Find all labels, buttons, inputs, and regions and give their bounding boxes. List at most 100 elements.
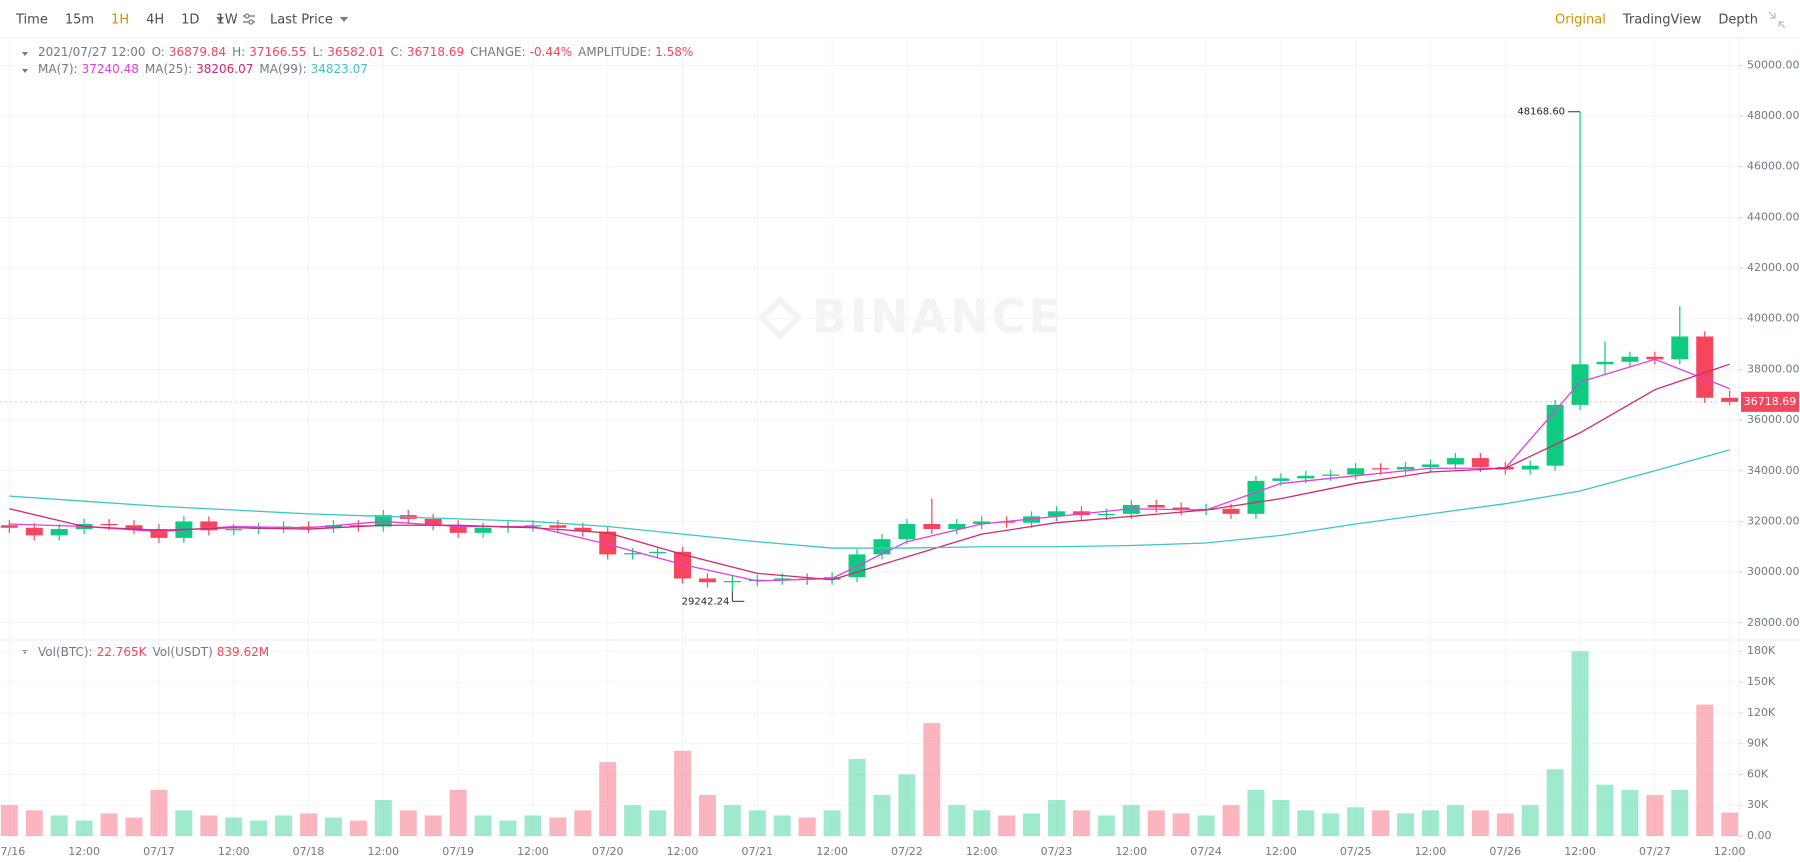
volume-legend: Vol(BTC): 22.765K Vol(USDT) 839.62M: [38, 645, 269, 659]
x-tick-label: 12:00: [667, 845, 699, 858]
candle-body: [1621, 356, 1639, 362]
y-tick-label: 46000.00: [1747, 160, 1800, 173]
candle-body: [1372, 468, 1390, 470]
candle-body: [948, 523, 966, 530]
legend-value: 839.62M: [217, 645, 269, 659]
volume-bar: [175, 810, 193, 836]
legend-value: 22.765K: [97, 645, 148, 659]
view-button[interactable]: TradingView: [1622, 13, 1702, 28]
interval-button[interactable]: 15m: [65, 13, 94, 28]
volume-bar: [1696, 704, 1714, 836]
collapse-icon[interactable]: [1768, 11, 1786, 29]
settings-icon[interactable]: [243, 13, 255, 25]
volume-bar: [1496, 813, 1514, 836]
x-tick-label: 12:00: [1415, 845, 1447, 858]
candle-body: [1471, 458, 1489, 467]
volume-bar: [649, 810, 667, 836]
view-button[interactable]: Original: [1555, 13, 1606, 28]
y-tick-label: 36000.00: [1747, 413, 1800, 426]
volume-bar: [374, 800, 392, 836]
volume-bar: [349, 820, 367, 836]
volume-bar: [1521, 805, 1539, 836]
legend-label: Vol(BTC):: [38, 645, 93, 659]
interval-button[interactable]: 1H: [111, 13, 129, 28]
candle-body: [474, 527, 492, 533]
last-price-tag: [1741, 391, 1799, 412]
y-tick-label: 44000.00: [1747, 210, 1800, 223]
candle-body: [698, 578, 716, 583]
view-button[interactable]: Depth: [1718, 13, 1758, 28]
candle-body: [599, 531, 617, 555]
x-tick-label: 07/17: [143, 845, 175, 858]
volume-bar: [1621, 789, 1639, 836]
x-tick-label: 12:00: [1265, 845, 1297, 858]
candle-body: [225, 529, 243, 531]
candle-body: [1222, 508, 1240, 514]
interval-button[interactable]: 1D: [181, 13, 199, 28]
candle-body: [1322, 474, 1340, 476]
volume-bar: [549, 817, 567, 836]
candle-body: [0, 525, 18, 528]
volume-bar: [1671, 789, 1689, 836]
ma-legend: MA(7): 37240.48 MA(25): 38206.07 MA(99): 3482…: [38, 62, 368, 76]
volume-bar: [1646, 794, 1664, 836]
candle-body: [1247, 480, 1265, 514]
candle-body: [1172, 507, 1190, 511]
candle-body: [150, 529, 168, 538]
volume-bar: [399, 810, 417, 836]
candle-body: [200, 521, 218, 531]
y-tick-label: 32000.00: [1747, 514, 1800, 527]
candle-body: [773, 578, 791, 580]
legend-label: C:: [390, 45, 402, 59]
candle-body: [50, 529, 68, 536]
candle-body: [873, 539, 891, 555]
volume-bar: [1372, 810, 1390, 836]
volume-bar: [50, 815, 68, 836]
y-tick-label: 48000.00: [1747, 109, 1800, 122]
candle-body: [1596, 361, 1614, 365]
more-intervals-icon[interactable]: [216, 17, 224, 22]
low-label: 29242.24: [682, 596, 730, 607]
x-tick-label: 12:00: [966, 845, 998, 858]
legend-value: -0.44%: [530, 45, 572, 59]
candle-body: [324, 525, 342, 528]
price-type-button[interactable]: Last Price: [270, 13, 333, 28]
volume-bar: [125, 817, 143, 836]
legend-value: 37166.55: [249, 45, 306, 59]
volume-bar: [474, 815, 492, 836]
interval-button[interactable]: 4H: [146, 13, 164, 28]
volume-bar: [1122, 805, 1140, 836]
volume-bar: [150, 789, 168, 836]
volume-bar: [798, 817, 816, 836]
candle-body: [125, 525, 143, 530]
candle-body: [1097, 513, 1115, 516]
volume-bar: [698, 794, 716, 836]
legend-label: MA(99):: [259, 62, 306, 76]
volume-bar: [898, 774, 916, 836]
legend-label: MA(25):: [145, 62, 192, 76]
x-tick-label: 07/21: [741, 845, 773, 858]
interval-button[interactable]: Time: [15, 13, 48, 28]
x-tick-label: 07/22: [891, 845, 923, 858]
candle-body: [549, 525, 567, 528]
legend-value: 36582.01: [327, 45, 384, 59]
volume-bar: [998, 815, 1016, 836]
y-tick-label: 42000.00: [1747, 261, 1800, 274]
collapse-arrows[interactable]: [22, 52, 28, 654]
candle-body: [574, 527, 592, 532]
volume-bar: [275, 815, 293, 836]
volume-bar: [100, 813, 118, 836]
candle-body: [1546, 404, 1564, 466]
candle-body: [923, 523, 941, 530]
y-tick-label: 40000.00: [1747, 312, 1800, 325]
legend-label: CHANGE:: [470, 45, 526, 59]
x-tick-label: 07/19: [442, 845, 474, 858]
price-type-caret[interactable]: [340, 17, 348, 22]
x-tick-label: 12:00: [218, 845, 250, 858]
interval-button[interactable]: 1W: [216, 13, 237, 28]
candle-body: [973, 521, 991, 524]
x-tick-label: 07/25: [1340, 845, 1372, 858]
x-tick-label: 07/27: [1639, 845, 1671, 858]
volume-bar: [599, 762, 617, 836]
